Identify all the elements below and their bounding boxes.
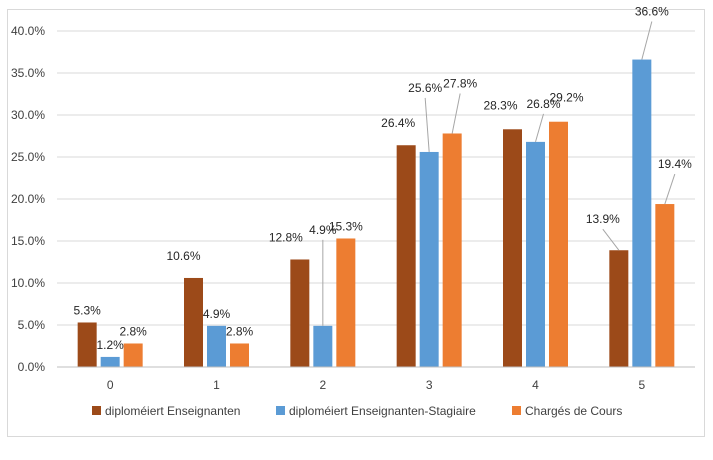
x-tick-label: 0 — [107, 378, 114, 392]
x-tick-label: 1 — [213, 378, 220, 392]
leader-line — [664, 173, 676, 205]
x-tick-label: 2 — [319, 378, 326, 392]
legend-swatch — [512, 406, 521, 415]
y-tick-label: 5.0% — [18, 318, 46, 332]
leader-line — [602, 228, 620, 251]
bar — [290, 259, 310, 367]
bar — [609, 250, 629, 367]
y-axis: 0.0% 5.0% 10.0% 15.0% 20.0% 25.0% 30.0% 35.0% 40… — [11, 24, 45, 374]
bar — [655, 204, 675, 367]
data-label: 10.6% — [166, 249, 200, 263]
data-label: 29.2% — [549, 91, 583, 105]
data-label: 19.4% — [658, 157, 692, 171]
bars — [77, 59, 675, 368]
data-label: 28.3% — [483, 98, 517, 112]
bar — [313, 325, 333, 367]
data-label: 1.2% — [96, 338, 124, 352]
data-label: 26.8% — [526, 97, 560, 111]
leader-line — [641, 21, 653, 60]
data-label: 2.8% — [226, 324, 254, 338]
y-tick-label: 40.0% — [11, 24, 45, 38]
y-tick-label: 25.0% — [11, 150, 45, 164]
y-tick-label: 0.0% — [18, 360, 46, 374]
leader-line — [424, 97, 430, 152]
bar — [123, 343, 143, 367]
y-tick-label: 35.0% — [11, 66, 45, 80]
bar — [336, 238, 356, 367]
bar — [442, 133, 462, 367]
leader-line — [451, 93, 461, 134]
data-label: 5.3% — [73, 303, 101, 317]
data-label: 27.8% — [443, 76, 477, 90]
data-label: 36.6% — [635, 5, 669, 19]
x-tick-label: 4 — [532, 378, 539, 392]
legend: diploméiert Enseignanten diploméiert Ense… — [92, 404, 622, 418]
bar — [207, 325, 226, 367]
y-tick-label: 10.0% — [11, 276, 45, 290]
bar — [77, 322, 97, 367]
data-label: 12.8% — [269, 230, 303, 244]
leader-line — [535, 113, 544, 143]
bar — [419, 151, 439, 367]
bar — [184, 277, 203, 367]
data-label: 15.3% — [329, 219, 363, 233]
bar — [396, 145, 416, 367]
data-label: 4.9% — [203, 307, 231, 321]
y-tick-label: 15.0% — [11, 234, 45, 248]
gridlines — [57, 30, 695, 326]
data-label: 13.9% — [586, 212, 620, 226]
bar — [503, 129, 522, 367]
data-label: 4.9% — [309, 223, 337, 237]
chart-area — [7, 9, 705, 437]
y-tick-label: 20.0% — [11, 192, 45, 206]
legend-label: Chargés de Cours — [525, 404, 622, 418]
bar — [632, 59, 652, 368]
legend-swatch — [92, 406, 101, 415]
bar — [526, 141, 545, 367]
bar — [100, 356, 120, 367]
legend-label: diploméiert Enseignanten — [105, 404, 240, 418]
x-axis: 0 1 2 3 4 5 — [57, 366, 695, 392]
bar — [230, 343, 249, 367]
data-labels: 5.3% 10.6% 12.8% 26.4% 28.3% 13.9% 1.2% 4.9% 4.9… — [73, 5, 692, 352]
legend-label: diploméiert Enseignanten-Stagiaire — [289, 404, 476, 418]
legend-swatch — [276, 406, 285, 415]
x-tick-label: 3 — [426, 378, 433, 392]
data-label: 26.4% — [381, 116, 415, 130]
x-tick-label: 5 — [638, 378, 645, 392]
y-tick-label: 30.0% — [11, 108, 45, 122]
bar — [549, 121, 568, 367]
data-label: 25.6% — [408, 81, 442, 95]
data-label: 2.8% — [119, 324, 147, 338]
